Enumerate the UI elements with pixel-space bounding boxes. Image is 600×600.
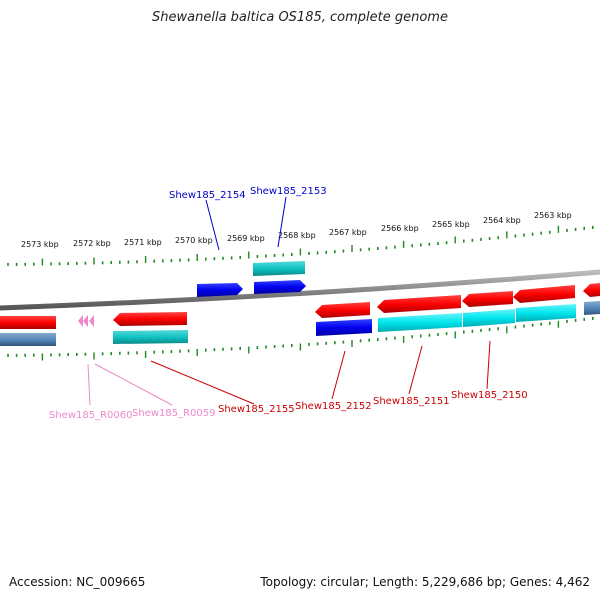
- callout-line: [331, 350, 346, 400]
- trna-arrow[interactable]: [89, 315, 94, 327]
- gene-box-cyan-3[interactable]: [516, 304, 576, 322]
- tick-label: 2564 kbp: [483, 216, 521, 225]
- tick-label: 2573 kbp: [21, 240, 59, 249]
- tick-label: 2567 kbp: [329, 228, 367, 237]
- tick-label: 2568 kbp: [278, 231, 316, 240]
- upper-strand-genes: [197, 261, 306, 297]
- gene-arrow-left-edge[interactable]: [0, 316, 56, 329]
- callout-line: [87, 363, 91, 406]
- gene-arrow-red-right[interactable]: [513, 285, 575, 303]
- gene-box-teal-lower[interactable]: [113, 330, 188, 344]
- gene-box-teal-upper[interactable]: [253, 261, 305, 276]
- callout-line: [408, 345, 423, 395]
- tick-label: 2565 kbp: [432, 220, 470, 229]
- tick-label: 2563 kbp: [534, 211, 572, 220]
- tick-labels: 2573 kbp 2572 kbp 2571 kbp 2570 kbp 2569…: [21, 211, 572, 249]
- tick-label: 2569 kbp: [227, 234, 265, 243]
- gene-box-steel-right[interactable]: [584, 301, 600, 315]
- gene-arrow-shew185-2154[interactable]: [197, 283, 243, 297]
- trna-genes: [78, 315, 94, 327]
- gene-label[interactable]: Shew185_R0059: [132, 408, 216, 419]
- callout-line: [277, 196, 287, 248]
- callout-line: [94, 363, 173, 406]
- gene-box-cyan-2[interactable]: [463, 309, 515, 327]
- gene-label[interactable]: Shew185_2150: [451, 390, 528, 401]
- gene-arrow-shew185-2153[interactable]: [254, 280, 306, 294]
- lower-tick-track: [7, 316, 594, 361]
- genome-summary-text: Topology: circular; Length: 5,229,686 bp…: [260, 575, 590, 589]
- gene-arrow-shew185-2151[interactable]: [377, 295, 461, 313]
- gene-label[interactable]: Shew185_2153: [250, 186, 327, 197]
- accession-text: Accession: NC_009665: [9, 575, 146, 589]
- lower-strand-row2-genes: [0, 301, 600, 346]
- map-title: Shewanella baltica OS185, complete genom…: [152, 10, 448, 25]
- tick-label: 2566 kbp: [381, 224, 419, 233]
- callout-lines: [87, 196, 491, 406]
- gene-label[interactable]: Shew185_2155: [218, 404, 295, 415]
- gene-arrow-shew185-2155[interactable]: [113, 312, 187, 326]
- gene-labels: Shew185_2154 Shew185_2153 Shew185_R0060 …: [49, 186, 528, 421]
- lower-strand-red-genes: [0, 283, 600, 329]
- gene-label[interactable]: Shew185_2151: [373, 396, 450, 407]
- gene-box-steel-left[interactable]: [0, 333, 56, 346]
- callout-line: [150, 360, 255, 405]
- tick-label: 2570 kbp: [175, 236, 213, 245]
- genome-backbone: [0, 269, 600, 311]
- upper-tick-track: [7, 225, 594, 266]
- gene-arrow-shew185-2150[interactable]: [462, 291, 513, 307]
- tick-label: 2571 kbp: [124, 238, 162, 247]
- trna-arrow[interactable]: [78, 315, 83, 327]
- gene-arrow-shew185-2152[interactable]: [315, 302, 370, 318]
- trna-arrow[interactable]: [83, 315, 88, 327]
- gene-label[interactable]: Shew185_2154: [169, 190, 246, 201]
- gene-box-blue-lower[interactable]: [316, 319, 372, 336]
- gene-label[interactable]: Shew185_2152: [295, 401, 372, 412]
- callout-line: [486, 340, 491, 390]
- gene-arrow-red-edge[interactable]: [583, 283, 600, 297]
- callout-line: [205, 199, 220, 251]
- tick-label: 2572 kbp: [73, 239, 111, 248]
- gene-label[interactable]: Shew185_R0060: [49, 410, 133, 421]
- gene-box-cyan-1[interactable]: [378, 313, 462, 332]
